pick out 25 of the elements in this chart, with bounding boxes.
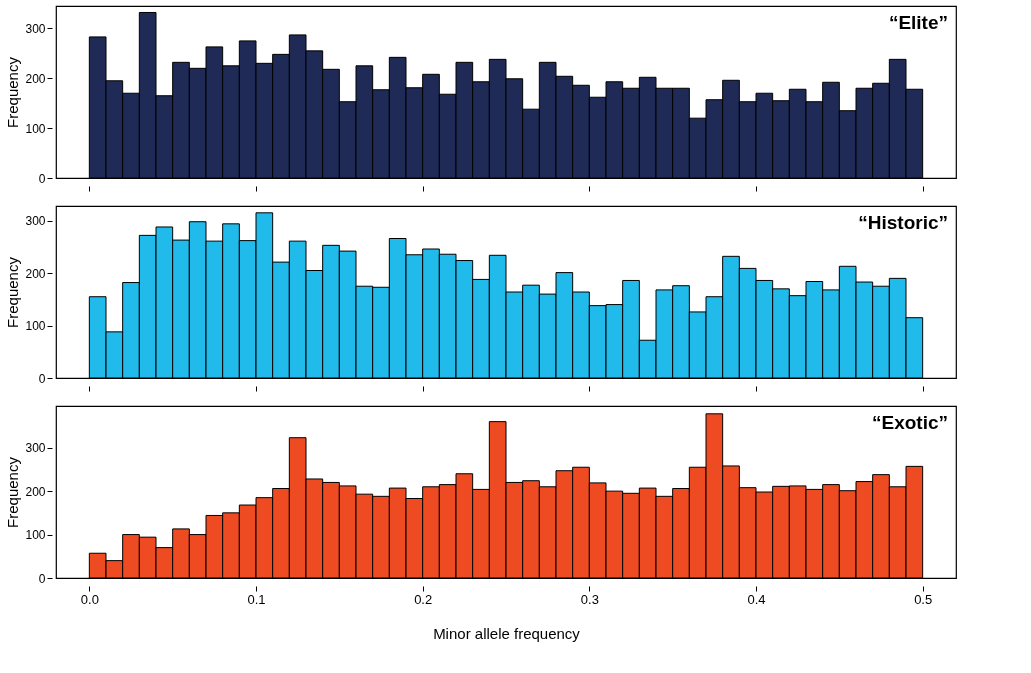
x-tick-label: 0.3: [580, 591, 599, 607]
y-tick-label: 200: [25, 484, 46, 499]
y-tick-label: 300: [25, 441, 46, 456]
y-tick-label: 100: [25, 121, 46, 136]
y-tick-label: 300: [25, 214, 46, 229]
y-tick-label: 0: [38, 371, 46, 386]
x-tick-label: 0.4: [747, 591, 766, 607]
y-axis-title: Frequency: [4, 56, 22, 128]
y-tick-label: 100: [25, 528, 46, 543]
annotation: “Elite”: [888, 12, 948, 33]
annotation: “Historic”: [858, 212, 948, 233]
x-axis-title: Minor allele frequency: [433, 624, 581, 642]
x-tick-label: 0.0: [80, 591, 99, 607]
y-tick-label: 100: [25, 319, 46, 334]
y-axis-title: Frequency: [4, 456, 22, 528]
y-tick-label: 200: [25, 71, 46, 86]
x-tick-label: 0.2: [414, 591, 433, 607]
annotation: “Exotic”: [871, 412, 948, 433]
y-tick-label: 300: [25, 21, 46, 36]
y-tick-label: 0: [38, 171, 46, 186]
x-tick-label: 0.5: [914, 591, 933, 607]
x-tick-label: 0.1: [247, 591, 266, 607]
y-tick-label: 200: [25, 266, 46, 281]
y-axis-title: Frequency: [4, 256, 22, 328]
y-tick-label: 0: [38, 571, 46, 586]
